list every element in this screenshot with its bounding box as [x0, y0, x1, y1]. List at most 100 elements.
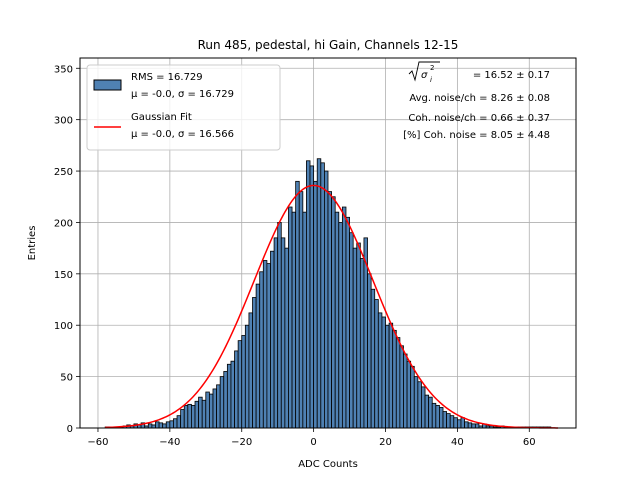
histogram-bar [406, 360, 412, 429]
histogram-bar [266, 263, 271, 429]
y-tick-label: 50 [60, 373, 73, 384]
legend-hist-stats: μ = -0.0, σ = 16.729 [131, 89, 234, 100]
histogram-bar [291, 211, 297, 429]
x-tick-label: 40 [451, 437, 464, 448]
histogram-bar [208, 393, 214, 429]
x-tick-label: −20 [231, 437, 252, 448]
histogram-bar [395, 337, 401, 429]
histogram-bar [428, 396, 433, 429]
legend: RMS = 16.729 μ = -0.0, σ = 16.729 Gaussi… [86, 64, 281, 151]
coh-noise-percent-annotation: [%] Coh. noise = 8.05 ± 4.48 [403, 130, 550, 141]
histogram-bar [248, 312, 253, 429]
histogram-bar [410, 365, 415, 429]
histogram-bar [313, 180, 318, 429]
histogram-bar [241, 335, 246, 429]
histogram-bar [421, 386, 426, 429]
histogram-bar [165, 421, 171, 429]
histogram-bar [316, 158, 322, 429]
histogram-bar [280, 237, 286, 429]
histogram-bar [277, 222, 282, 429]
histogram-bar [273, 237, 279, 429]
histogram-bar [147, 423, 153, 429]
coh-noise-annotation: Coh. noise/ch = 0.66 ± 0.37 [408, 113, 550, 124]
histogram-bar [460, 417, 465, 429]
histogram-bar [413, 376, 419, 429]
sqrt-sigma-value: = 16.52 ± 0.17 [473, 70, 550, 81]
histogram-bar [424, 394, 430, 429]
histogram-bar [377, 312, 383, 429]
legend-fit-stats: μ = -0.0, σ = 16.566 [131, 129, 234, 140]
x-tick-label: 20 [379, 437, 392, 448]
histogram-bar [237, 340, 243, 429]
histogram-bar [431, 402, 437, 429]
histogram-bar [259, 271, 264, 429]
histogram-bar [338, 222, 343, 429]
histogram-bar [198, 396, 203, 429]
avg-noise-annotation: Avg. noise/ch = 8.26 ± 0.08 [409, 93, 550, 104]
histogram-bar [467, 422, 473, 429]
histogram-bar [187, 403, 192, 429]
y-axis-label: Entries [27, 226, 38, 261]
histogram-bar [158, 422, 164, 429]
histogram-bar [252, 297, 257, 429]
gaussian-fit-curve [105, 184, 559, 429]
histogram-bar [381, 316, 386, 429]
legend-hist-label: RMS = 16.729 [131, 72, 203, 83]
histogram-bar [223, 371, 228, 429]
histogram-bar [352, 247, 358, 429]
histogram-bar [399, 345, 404, 429]
histogram-bar [392, 329, 397, 429]
histogram-bar [201, 399, 207, 429]
histogram-bar [155, 421, 160, 429]
histogram-bar [449, 415, 455, 429]
histogram-bar [349, 232, 354, 429]
sigma-subscript: i [430, 76, 432, 84]
histogram-bar [439, 407, 444, 429]
histogram-bar [284, 247, 289, 429]
chart-title: Run 485, pedestal, hi Gain, Channels 12-… [198, 38, 459, 52]
histogram-bar [219, 376, 225, 429]
x-axis-ticks: −60 −40 −20 0 20 40 60 [87, 428, 536, 448]
histogram-bar [230, 360, 235, 429]
y-tick-label: 350 [54, 64, 73, 75]
histogram-bar [162, 423, 167, 429]
x-axis-label: ADC Counts [298, 459, 358, 470]
sqrt-symbol [408, 61, 440, 82]
histogram-bar [216, 384, 221, 429]
histogram-bar [331, 196, 336, 429]
sqrt-sigma-annotation: σ i 2 = 16.52 ± 0.17 [408, 61, 550, 84]
histogram-bar [388, 322, 394, 429]
histogram-bar [173, 418, 178, 429]
sigma-symbol: σ [421, 70, 428, 81]
histogram-bar [403, 353, 408, 429]
histogram-bar [356, 242, 361, 429]
histogram-bar [370, 288, 376, 429]
histogram-bar [474, 423, 480, 429]
histogram-bar [255, 283, 261, 429]
histogram-bar [456, 419, 462, 429]
histogram-bar [334, 211, 340, 429]
axes-frame [79, 57, 577, 429]
histogram-bar [262, 260, 268, 429]
histogram-bar [270, 250, 275, 429]
histogram-bar [341, 206, 347, 429]
y-tick-label: 150 [54, 270, 73, 281]
histogram-bar [226, 363, 232, 429]
histogram-bar [183, 404, 189, 429]
y-tick-label: 200 [54, 218, 73, 229]
histogram-bar [244, 324, 250, 429]
histogram-bar [234, 350, 239, 429]
histogram-bar [309, 165, 315, 429]
noise-annotations: σ i 2 = 16.52 ± 0.17 Avg. noise/ch = 8.2… [403, 61, 550, 141]
histogram-bar [442, 411, 448, 429]
histogram-bar [194, 400, 200, 429]
histogram-bar [453, 417, 458, 429]
histogram-bar [295, 180, 300, 429]
histogram-bar [385, 324, 390, 429]
histogram-bar [288, 206, 293, 429]
histogram-bar [359, 258, 365, 429]
histogram-bar [302, 211, 307, 429]
x-tick-label: 60 [523, 437, 536, 448]
y-tick-label: 250 [54, 167, 73, 178]
